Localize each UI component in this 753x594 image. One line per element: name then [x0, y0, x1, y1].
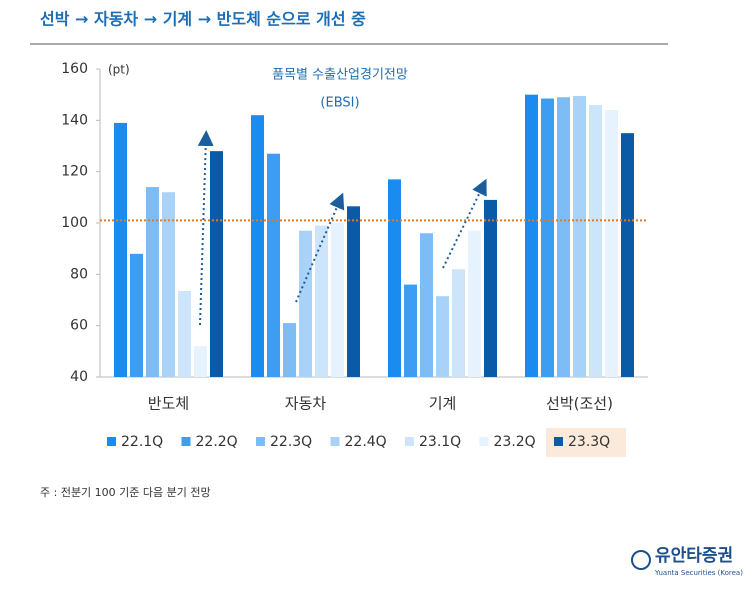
arrow — [295, 192, 345, 303]
bar — [194, 346, 207, 377]
legend-label: 23.3Q — [568, 434, 610, 450]
legend-swatch — [256, 437, 265, 446]
bar — [299, 230, 312, 377]
y-tick-label: 40 — [70, 369, 88, 385]
x-tick-label: 선박(조선) — [546, 395, 613, 413]
bar — [621, 133, 634, 377]
trend-arrows — [197, 130, 487, 326]
bar — [388, 179, 401, 377]
bar — [283, 323, 296, 377]
bar — [331, 223, 344, 377]
bar — [525, 94, 538, 378]
legend-label: 23.2Q — [494, 434, 536, 450]
bar — [573, 95, 586, 377]
logo-sub: Yuanta Securities (Korea) — [654, 569, 743, 577]
bar — [484, 199, 497, 377]
y-tick-label: 120 — [61, 164, 88, 180]
chart-title: 품목별 수출산업경기전망 — [272, 68, 408, 83]
legend-swatch — [554, 437, 563, 446]
bar — [452, 269, 465, 377]
plot: 40 60 80 100 120 140 160 반도체 자동차 기계 선박(조선) 22.1Q 22.… — [61, 61, 648, 457]
bar — [162, 192, 175, 377]
arrow — [442, 178, 487, 269]
y-tick-label: 160 — [61, 61, 88, 77]
x-tick-label: 자동차 — [285, 395, 327, 413]
bar — [178, 291, 191, 377]
bar — [605, 110, 618, 378]
bar — [404, 284, 417, 377]
bar — [114, 122, 127, 378]
y-unit: (pt) — [108, 63, 130, 77]
bar — [347, 206, 360, 377]
legend-swatch — [405, 437, 414, 446]
legend-label: 22.3Q — [270, 434, 312, 450]
bar — [557, 97, 570, 377]
bar — [541, 98, 554, 378]
bar — [315, 225, 328, 377]
legend-swatch — [479, 437, 489, 446]
legend-swatch — [181, 437, 191, 446]
bar — [468, 230, 481, 377]
bar — [436, 296, 449, 377]
page-title: 선박 → 자동차 → 기계 → 반도체 순으로 개선 중 — [40, 10, 366, 29]
bar — [267, 153, 280, 377]
legend-swatch — [107, 437, 116, 446]
bar — [589, 104, 602, 377]
y-tick-label: 60 — [70, 318, 88, 334]
y-tick-label: 100 — [61, 215, 88, 231]
bar — [420, 233, 433, 377]
footnote: 주 : 전분기 100 기준 다음 분기 전망 — [40, 486, 211, 499]
bar — [210, 151, 223, 377]
bar — [146, 187, 159, 377]
legend-label: 23.1Q — [419, 434, 461, 450]
chart-subtitle: (EBSI) — [320, 96, 359, 111]
x-tick-label: 반도체 — [148, 395, 189, 413]
arrow — [197, 130, 214, 326]
x-tick-label: 기계 — [429, 395, 457, 413]
logo-icon — [631, 550, 651, 570]
y-tick-label: 140 — [61, 112, 88, 128]
legend-label: 22.1Q — [121, 434, 163, 450]
y-tick-label: 80 — [70, 266, 88, 282]
legend-swatch — [330, 437, 340, 446]
legend-label: 22.4Q — [345, 434, 387, 450]
logo-name: 유안타증권 — [655, 546, 733, 566]
legend-label: 22.2Q — [196, 434, 238, 450]
bar — [251, 115, 264, 377]
bar — [130, 253, 143, 377]
